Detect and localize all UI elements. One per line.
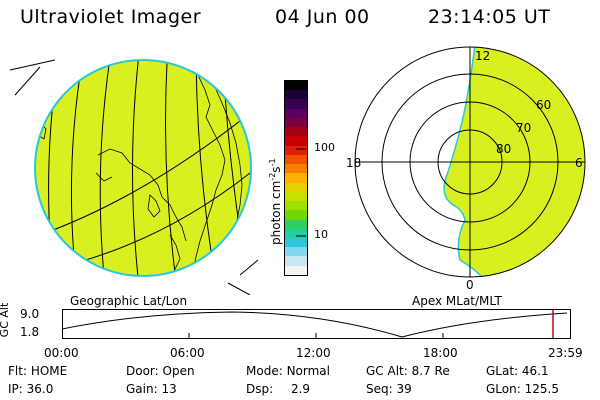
alt-plot-xticks: [188, 333, 444, 339]
colorbar-tick-10: 10: [314, 228, 328, 241]
unit-sup-2: -1: [268, 158, 277, 167]
colorbar-band: [285, 182, 307, 192]
colorbar-tick-100: 100: [314, 141, 335, 154]
intensity-color-bar: [284, 80, 308, 276]
auroral-emission-region: [443, 47, 585, 277]
status-glat: GLat: 46.1: [486, 364, 549, 378]
polar-mlat-mlt-plot: 12 0 18 6 60 70 80: [346, 46, 586, 292]
mlat-label-80: 80: [496, 142, 511, 156]
colorbar-band: [285, 210, 307, 220]
status-glon: GLon: 125.5: [486, 382, 559, 396]
time-tick-2359: 23:59: [548, 346, 583, 360]
colorbar-band: [285, 164, 307, 174]
alt-plot-ylabel: GC Alt: [0, 302, 11, 338]
colorbar-band: [285, 154, 307, 165]
time-tick-1200: 12:00: [296, 346, 331, 360]
mlat-label-70: 70: [516, 121, 531, 135]
colorbar-band: [285, 265, 307, 275]
colorbar-band: [285, 219, 307, 229]
colorbar-unit-label: photon cm-2s-1: [268, 75, 283, 245]
colorbar-band: [285, 201, 307, 211]
unit-sup-1: -2: [268, 172, 277, 181]
instrument-title: Ultraviolet Imager: [20, 6, 202, 28]
colorbar-band: [285, 117, 307, 128]
offlimb-grid-ticks: [9, 59, 259, 295]
time-tick-0600: 06:00: [170, 346, 205, 360]
alt-ytick-bottom: 1.8: [20, 325, 40, 339]
colorbar-band: [285, 237, 307, 248]
status-mode: Mode: Normal: [246, 364, 330, 378]
status-flt: Flt: HOME: [8, 364, 68, 378]
time-label: 23:14:05 UT: [428, 6, 551, 28]
colorbar-band: [285, 256, 307, 266]
colorbar-band: [285, 127, 307, 137]
colorbar-band: [285, 136, 307, 146]
colorbar-band: [285, 145, 307, 155]
unit-mid-text: s: [269, 166, 283, 173]
status-dsp: Dsp: 2.9: [246, 382, 311, 396]
colorbar-band: [285, 90, 307, 100]
date-label: 04 Jun 00: [275, 6, 370, 28]
globe-emission-fill: [35, 60, 251, 276]
mlt-label-12: 12: [475, 49, 490, 63]
alt-ytick-top: 9.0: [20, 307, 40, 321]
left-panel-caption: Geographic Lat/Lon: [70, 294, 188, 308]
status-ip: IP: 36.0: [8, 382, 54, 396]
time-tick-0000: 00:00: [44, 346, 79, 360]
mlt-label-18: 18: [346, 156, 361, 170]
time-tick-1800: 18:00: [423, 346, 458, 360]
colorbar-band: [285, 228, 307, 238]
status-gain: Gain: 13: [126, 382, 177, 396]
mlt-label-6: 6: [575, 156, 583, 170]
status-gc-alt: GC Alt: 8.7 Re: [366, 364, 450, 378]
unit-main-text: photon cm: [269, 180, 283, 245]
altitude-curve: [62, 311, 568, 338]
colorbar-band: [285, 247, 307, 257]
colorbar-band: [285, 173, 307, 183]
colorbar-band: [285, 99, 307, 109]
geographic-globe-map: [9, 59, 259, 295]
right-panel-caption: Apex MLat/MLT: [412, 294, 502, 308]
status-seq: Seq: 39: [366, 382, 412, 396]
colorbar-band: [285, 191, 307, 202]
globe-limb-edge: [34, 59, 252, 277]
altitude-timeline-plot: [62, 309, 571, 339]
colorbar-ticks: [296, 148, 306, 237]
status-door: Door: Open: [126, 364, 195, 378]
mlt-label-0: 0: [466, 278, 474, 292]
colorbar-band: [285, 81, 307, 91]
colorbar-band: [285, 108, 307, 118]
polar-grid: [354, 46, 586, 278]
mlat-label-60: 60: [536, 98, 551, 112]
